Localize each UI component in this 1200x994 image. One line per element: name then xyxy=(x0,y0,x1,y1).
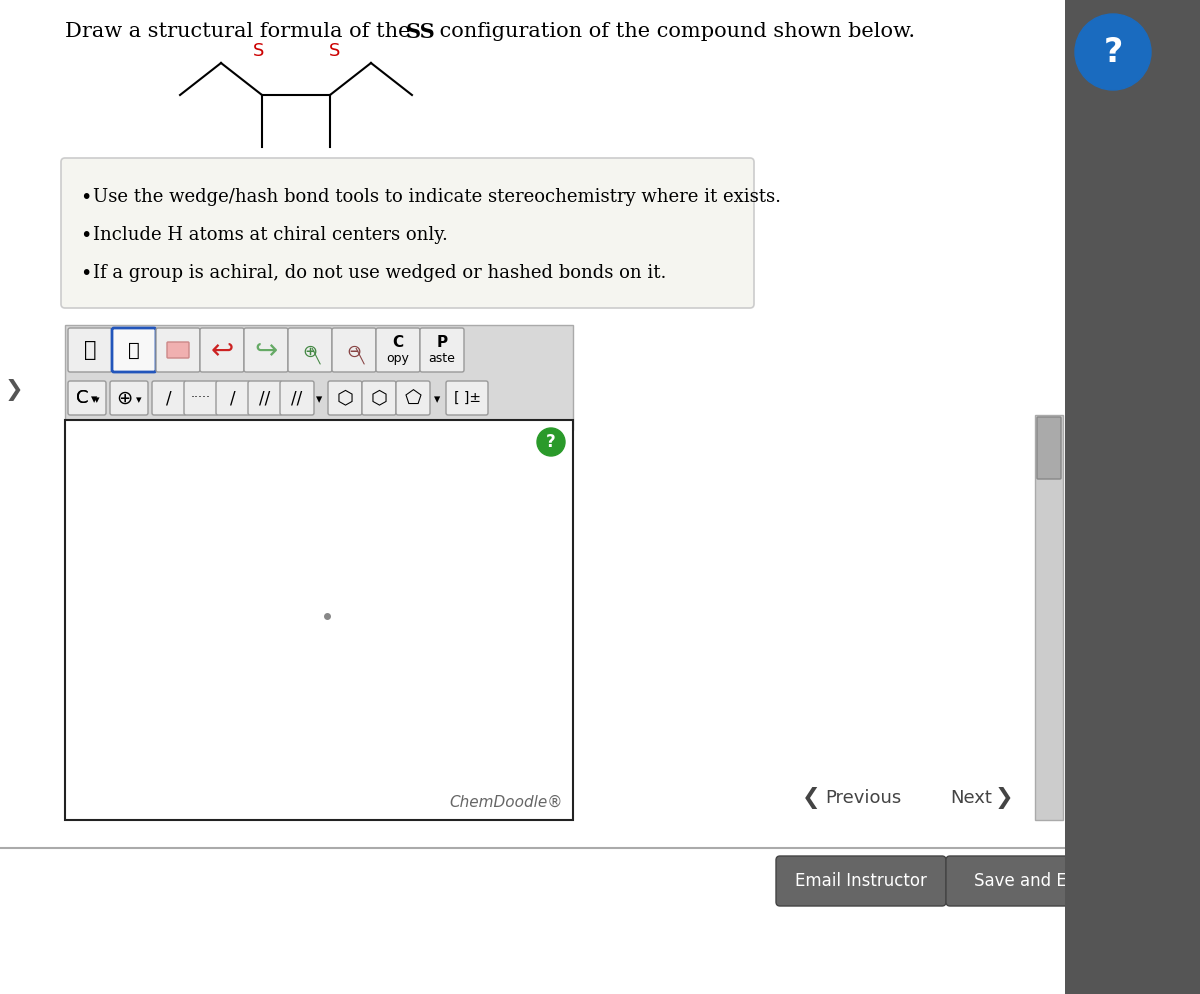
FancyBboxPatch shape xyxy=(946,856,1116,906)
FancyBboxPatch shape xyxy=(776,856,946,906)
Text: C: C xyxy=(76,389,89,407)
FancyBboxPatch shape xyxy=(362,381,396,415)
FancyBboxPatch shape xyxy=(332,328,376,372)
FancyBboxPatch shape xyxy=(1037,417,1061,479)
FancyBboxPatch shape xyxy=(280,381,314,415)
Text: S: S xyxy=(329,42,341,60)
Circle shape xyxy=(1075,14,1151,90)
Text: ⬠: ⬠ xyxy=(404,389,421,408)
FancyBboxPatch shape xyxy=(156,328,200,372)
Text: •: • xyxy=(80,264,91,283)
Text: S: S xyxy=(253,42,265,60)
Text: //: // xyxy=(259,389,271,407)
Text: ·····: ····· xyxy=(191,392,211,405)
Text: If a group is achiral, do not use wedged or hashed bonds on it.: If a group is achiral, do not use wedged… xyxy=(94,264,666,282)
Text: [ ]±: [ ]± xyxy=(454,391,480,405)
Circle shape xyxy=(538,428,565,456)
FancyBboxPatch shape xyxy=(152,381,186,415)
FancyBboxPatch shape xyxy=(446,381,488,415)
Text: ❯: ❯ xyxy=(995,787,1014,809)
FancyBboxPatch shape xyxy=(288,328,332,372)
FancyBboxPatch shape xyxy=(200,328,244,372)
Text: Email Instructor: Email Instructor xyxy=(796,872,926,890)
Text: Include H atoms at chiral centers only.: Include H atoms at chiral centers only. xyxy=(94,226,448,244)
Text: Previous: Previous xyxy=(826,789,901,807)
FancyBboxPatch shape xyxy=(328,381,362,415)
Text: ↩: ↩ xyxy=(210,336,234,364)
Text: C: C xyxy=(76,389,89,407)
FancyBboxPatch shape xyxy=(167,342,190,358)
Text: ?: ? xyxy=(546,433,556,451)
Text: //: // xyxy=(292,389,302,407)
Text: Next: Next xyxy=(950,789,992,807)
FancyBboxPatch shape xyxy=(216,381,250,415)
Text: ✋: ✋ xyxy=(84,340,96,360)
FancyBboxPatch shape xyxy=(68,328,112,372)
Text: ChemDoodle®: ChemDoodle® xyxy=(450,795,563,810)
Text: ⊕: ⊕ xyxy=(302,343,318,361)
Text: ▾: ▾ xyxy=(94,395,100,405)
Text: 📋: 📋 xyxy=(128,341,140,360)
Text: opy: opy xyxy=(386,352,409,365)
FancyBboxPatch shape xyxy=(376,328,420,372)
Text: •: • xyxy=(80,226,91,245)
FancyBboxPatch shape xyxy=(184,381,218,415)
Text: ▾: ▾ xyxy=(316,394,322,407)
FancyBboxPatch shape xyxy=(244,328,288,372)
FancyBboxPatch shape xyxy=(1066,0,1200,994)
FancyBboxPatch shape xyxy=(110,381,148,415)
Text: SS: SS xyxy=(406,22,436,42)
FancyBboxPatch shape xyxy=(65,420,574,820)
Text: ▾: ▾ xyxy=(434,394,440,407)
Text: Save and Exit: Save and Exit xyxy=(974,872,1088,890)
Text: C: C xyxy=(392,335,403,350)
Text: •: • xyxy=(80,188,91,207)
Text: P: P xyxy=(437,335,448,350)
Text: ╲: ╲ xyxy=(312,348,320,364)
Text: Draw a structural formula of the: Draw a structural formula of the xyxy=(65,22,418,41)
FancyBboxPatch shape xyxy=(61,158,754,308)
FancyBboxPatch shape xyxy=(112,328,156,372)
Text: ❯: ❯ xyxy=(5,379,24,401)
FancyBboxPatch shape xyxy=(248,381,282,415)
FancyBboxPatch shape xyxy=(68,381,106,415)
FancyBboxPatch shape xyxy=(65,325,574,430)
Text: ▾: ▾ xyxy=(136,395,142,405)
FancyBboxPatch shape xyxy=(1034,415,1063,820)
Text: ▾: ▾ xyxy=(91,394,97,407)
Text: ↪: ↪ xyxy=(254,336,277,364)
Text: ╲: ╲ xyxy=(356,348,364,364)
Text: ❮: ❮ xyxy=(802,787,820,809)
Text: ⊖: ⊖ xyxy=(347,343,361,361)
Text: aste: aste xyxy=(428,352,456,365)
Text: ⬡: ⬡ xyxy=(371,389,388,408)
Text: /: / xyxy=(166,389,172,407)
FancyBboxPatch shape xyxy=(420,328,464,372)
Text: /: / xyxy=(230,389,236,407)
Text: configuration of the compound shown below.: configuration of the compound shown belo… xyxy=(433,22,916,41)
Text: ?: ? xyxy=(1103,36,1123,69)
Text: ⬡: ⬡ xyxy=(336,389,354,408)
Text: ⊕: ⊕ xyxy=(116,389,132,408)
Text: Use the wedge/hash bond tools to indicate stereochemistry where it exists.: Use the wedge/hash bond tools to indicat… xyxy=(94,188,781,206)
FancyBboxPatch shape xyxy=(396,381,430,415)
